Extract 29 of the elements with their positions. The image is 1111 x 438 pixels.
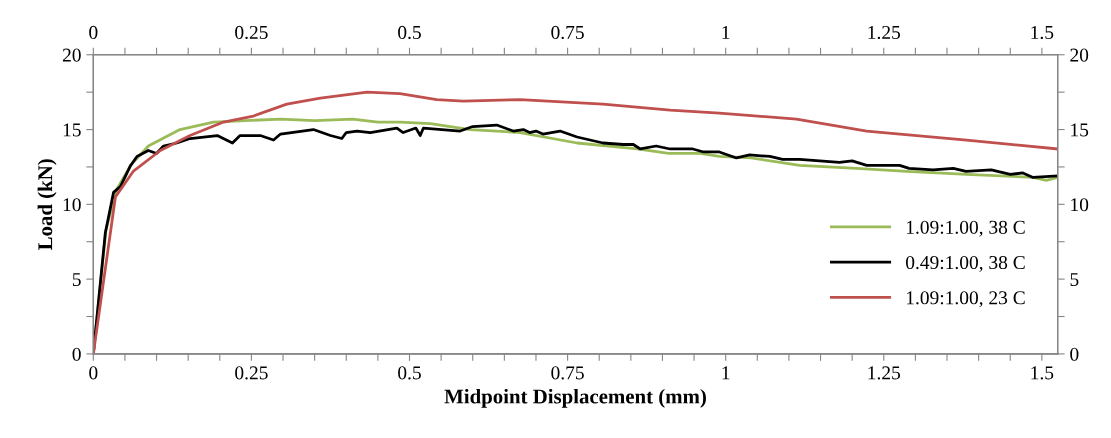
x-tick-label: 0 [89, 366, 98, 380]
legend-label: 0.49:1.00, 38 C [905, 255, 1025, 272]
y-tick-label: 15 [63, 123, 81, 137]
y-tick-label: 5 [72, 273, 81, 287]
y2-tick-label: 15 [1071, 123, 1089, 137]
y-tick-label: 0 [72, 347, 81, 361]
legend-label: 1.09:1.00, 38 C [906, 220, 1025, 237]
x2-tick-label: 0.5 [398, 25, 421, 40]
y2-tick-label: 20 [1070, 48, 1089, 62]
x-tick-label: 0.5 [398, 366, 421, 380]
x-tick-label: 1.25 [868, 366, 901, 380]
x-tick-label: 0.25 [235, 366, 268, 380]
x-tick-label: 1.5 [1031, 366, 1054, 380]
legend-label: 1.09:1.00, 23 C [906, 291, 1025, 308]
x2-tick-label: 0.75 [551, 25, 584, 40]
y2-tick-label: 10 [1071, 198, 1089, 212]
x2-tick-label: 0 [89, 25, 98, 39]
y-axis-title: Load (kN) [37, 159, 57, 250]
y2-tick-label: 5 [1070, 273, 1079, 287]
x-tick-label: 1 [722, 366, 730, 380]
y-tick-label: 10 [63, 198, 81, 212]
y-tick-label: 20 [62, 48, 81, 62]
x2-tick-label: 1.5 [1031, 25, 1054, 40]
x-axis-title: Midpoint Displacement (mm) [444, 388, 706, 408]
x2-tick-label: 1.25 [868, 25, 901, 40]
x-tick-label: 0.75 [551, 366, 584, 380]
y2-tick-label: 0 [1070, 347, 1079, 361]
x2-tick-label: 1 [722, 25, 730, 39]
x2-tick-label: 0.25 [235, 25, 268, 40]
